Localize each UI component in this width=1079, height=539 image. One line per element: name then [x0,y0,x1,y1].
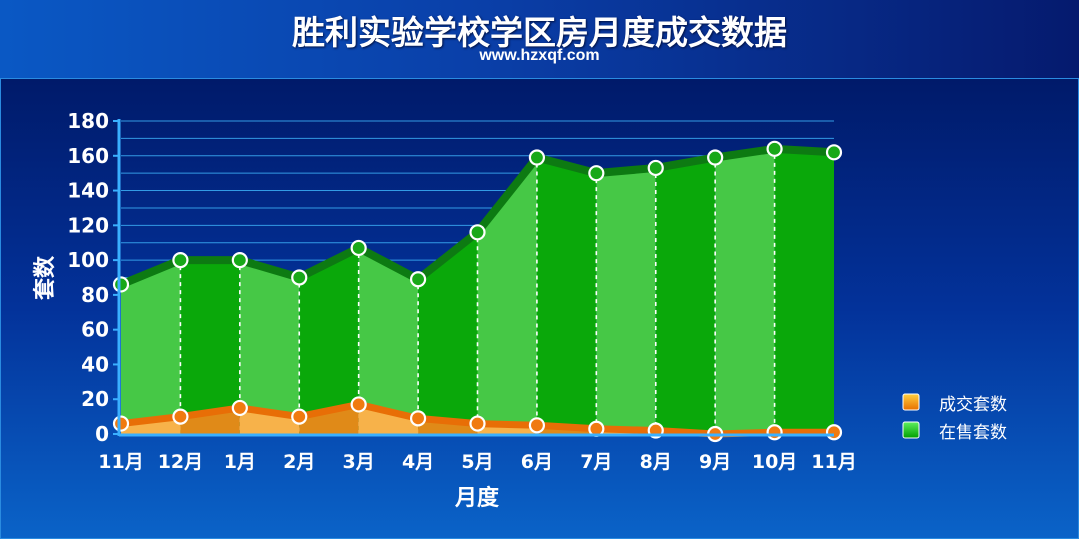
y-tick-label: 120 [67,213,109,237]
listing-area-band [536,157,597,434]
listing-point[interactable] [766,140,783,157]
deal-point[interactable] [350,396,367,413]
y-tick-label: 40 [81,352,109,376]
deal-point[interactable] [112,415,130,432]
listing-point[interactable] [231,252,248,269]
deal-point[interactable] [469,415,486,432]
y-tick-label: 160 [67,144,109,168]
legend: 成交套数 在售套数 [902,393,1007,443]
x-tick-label: 9月 [699,451,731,473]
listing-area-band [477,157,537,434]
x-tick-label: 5月 [461,451,493,473]
page-title: 胜利实验学校学区房月度成交数据 [292,13,787,52]
y-tick-label: 180 [67,109,109,133]
legend-item-listings[interactable]: 在售套数 [902,421,1007,443]
listing-area-band [655,157,716,434]
listing-area-band [715,148,775,435]
listing-point[interactable] [825,144,843,161]
deal-point[interactable] [231,399,248,417]
y-tick-label: 0 [95,422,109,446]
x-tick-label: 4月 [402,451,434,473]
x-tick-label: 2月 [283,451,315,473]
listing-area-band [774,148,834,435]
deal-area-band [239,407,300,434]
listing-area-band [299,247,359,434]
x-tick-label: 11月 [98,451,143,473]
y-tick-label: 100 [67,248,109,272]
legend-label-listings: 在售套数 [939,423,1007,443]
legend-swatch-listings [902,421,920,439]
listing-area-band [418,232,478,434]
listing-point[interactable] [172,252,189,269]
deal-area-band [299,404,359,434]
y-tick-label: 60 [81,318,109,342]
header-bar: 胜利实验学校学区房月度成交数据 www.hzxqf.com [0,0,1079,78]
listing-point[interactable] [291,269,308,286]
y-tick-label: 140 [67,179,109,203]
listing-point[interactable] [647,159,664,177]
y-axis-label: 套数 [32,255,58,300]
deal-area-band [358,404,419,434]
listing-area-band [358,247,419,434]
listing-point[interactable] [409,271,427,288]
x-tick-label: 3月 [343,451,375,473]
listing-point[interactable] [528,149,546,166]
x-tick-label: 8月 [640,451,672,473]
x-tick-label: 1月 [224,451,256,473]
listing-point[interactable] [112,276,130,293]
listing-point[interactable] [588,165,605,182]
listing-area-band [180,260,240,434]
page-subtitle: www.hzxqf.com [479,47,600,64]
listing-point[interactable] [707,149,724,166]
deal-point[interactable] [766,424,783,441]
listing-area-band [121,260,181,434]
deal-point[interactable] [172,408,189,425]
listing-point[interactable] [350,239,367,257]
x-tick-label: 12月 [158,451,203,473]
listing-point[interactable] [469,224,486,241]
x-tick-label: 6月 [521,451,553,473]
x-axis-label: 月度 [454,485,500,511]
listing-area-band [239,260,300,434]
deal-point[interactable] [409,410,427,427]
deal-point[interactable] [291,408,308,425]
deal-point[interactable] [528,417,546,434]
x-tick-label: 7月 [580,451,612,473]
listing-area-band [596,167,656,434]
deal-point[interactable] [825,424,843,441]
y-tick-label: 20 [81,387,109,411]
x-tick-label: 10月 [752,451,797,473]
x-tick-label: 11月 [811,451,856,473]
legend-label-deals: 成交套数 [939,395,1007,415]
y-tick-label: 80 [81,283,109,307]
legend-swatch-deals [902,393,920,411]
legend-item-deals[interactable]: 成交套数 [902,393,1007,415]
